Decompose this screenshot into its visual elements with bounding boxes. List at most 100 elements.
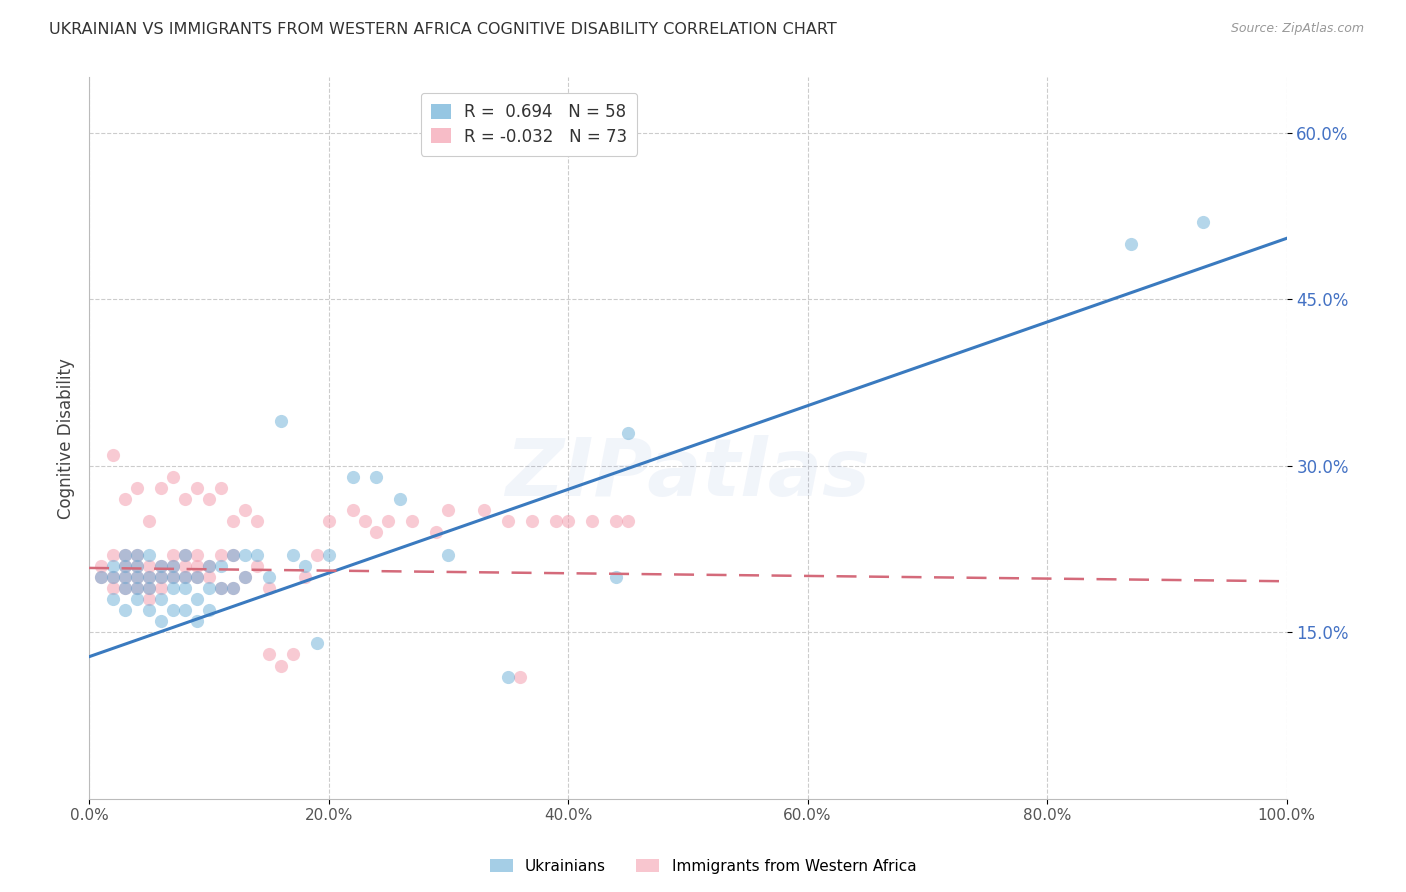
Point	[162, 558, 184, 573]
Point	[222, 548, 245, 562]
Point	[138, 514, 160, 528]
Point	[401, 514, 423, 528]
Point	[520, 514, 543, 528]
Point	[149, 481, 172, 495]
Point	[162, 570, 184, 584]
Point	[281, 548, 304, 562]
Point	[1119, 236, 1142, 251]
Point	[114, 548, 136, 562]
Point	[101, 448, 124, 462]
Point	[138, 581, 160, 595]
Point	[173, 558, 195, 573]
Point	[114, 581, 136, 595]
Point	[114, 570, 136, 584]
Point	[198, 558, 221, 573]
Point	[546, 514, 568, 528]
Point	[173, 603, 195, 617]
Point	[101, 548, 124, 562]
Point	[90, 558, 112, 573]
Point	[101, 581, 124, 595]
Point	[186, 570, 208, 584]
Point	[233, 570, 256, 584]
Point	[472, 503, 495, 517]
Point	[581, 514, 603, 528]
Point	[125, 581, 148, 595]
Point	[318, 548, 340, 562]
Point	[496, 670, 519, 684]
Point	[125, 581, 148, 595]
Point	[209, 548, 232, 562]
Point	[173, 548, 195, 562]
Text: Source: ZipAtlas.com: Source: ZipAtlas.com	[1230, 22, 1364, 36]
Point	[125, 558, 148, 573]
Point	[114, 492, 136, 507]
Point	[353, 514, 375, 528]
Point	[496, 514, 519, 528]
Point	[222, 514, 245, 528]
Point	[294, 558, 316, 573]
Point	[198, 603, 221, 617]
Point	[509, 670, 531, 684]
Point	[173, 492, 195, 507]
Point	[186, 570, 208, 584]
Point	[173, 581, 195, 595]
Point	[605, 514, 627, 528]
Point	[557, 514, 579, 528]
Point	[125, 570, 148, 584]
Point	[305, 548, 328, 562]
Point	[125, 592, 148, 607]
Point	[138, 592, 160, 607]
Point	[162, 558, 184, 573]
Point	[617, 514, 640, 528]
Point	[209, 581, 232, 595]
Point	[125, 481, 148, 495]
Legend: R =  0.694   N = 58, R = -0.032   N = 73: R = 0.694 N = 58, R = -0.032 N = 73	[420, 93, 637, 155]
Point	[114, 570, 136, 584]
Point	[257, 648, 280, 662]
Point	[1191, 215, 1213, 229]
Point	[149, 558, 172, 573]
Point	[162, 548, 184, 562]
Point	[186, 481, 208, 495]
Point	[209, 558, 232, 573]
Point	[114, 558, 136, 573]
Point	[173, 570, 195, 584]
Point	[222, 581, 245, 595]
Point	[270, 658, 292, 673]
Point	[186, 614, 208, 628]
Point	[125, 558, 148, 573]
Point	[90, 570, 112, 584]
Point	[342, 470, 364, 484]
Point	[149, 570, 172, 584]
Text: UKRAINIAN VS IMMIGRANTS FROM WESTERN AFRICA COGNITIVE DISABILITY CORRELATION CHA: UKRAINIAN VS IMMIGRANTS FROM WESTERN AFR…	[49, 22, 837, 37]
Point	[186, 558, 208, 573]
Point	[149, 570, 172, 584]
Point	[198, 570, 221, 584]
Point	[222, 581, 245, 595]
Point	[162, 470, 184, 484]
Point	[149, 614, 172, 628]
Point	[173, 570, 195, 584]
Point	[149, 581, 172, 595]
Point	[149, 592, 172, 607]
Point	[162, 570, 184, 584]
Point	[270, 414, 292, 428]
Point	[294, 570, 316, 584]
Point	[257, 581, 280, 595]
Point	[605, 570, 627, 584]
Point	[149, 558, 172, 573]
Point	[246, 548, 269, 562]
Point	[186, 592, 208, 607]
Point	[246, 514, 269, 528]
Point	[233, 570, 256, 584]
Point	[305, 636, 328, 650]
Point	[233, 503, 256, 517]
Point	[186, 548, 208, 562]
Point	[138, 558, 160, 573]
Point	[246, 558, 269, 573]
Point	[233, 548, 256, 562]
Point	[101, 570, 124, 584]
Point	[101, 592, 124, 607]
Point	[342, 503, 364, 517]
Point	[173, 548, 195, 562]
